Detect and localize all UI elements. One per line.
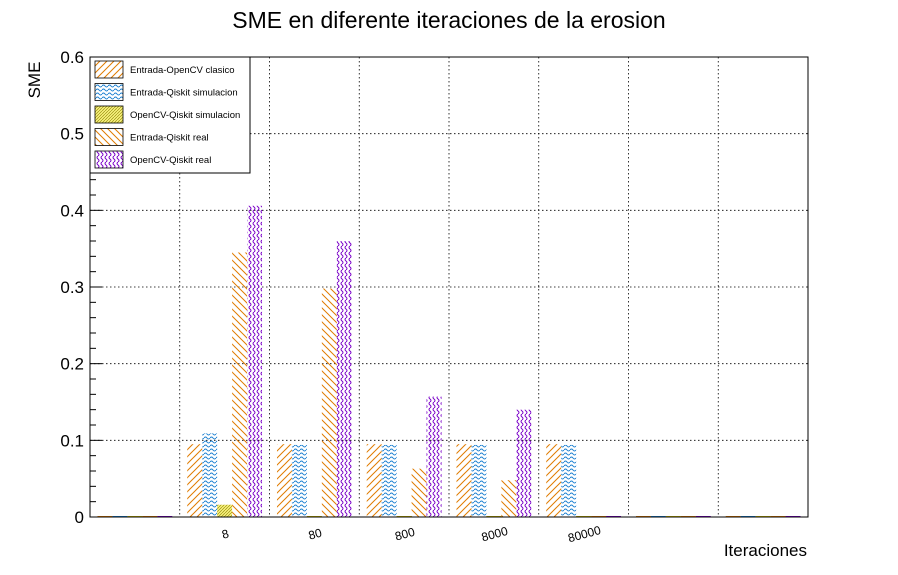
x-tick-label: 8000: [480, 524, 510, 545]
bar: [471, 444, 487, 517]
bar: [366, 444, 382, 517]
bar: [291, 444, 307, 517]
y-tick-label: 0.1: [60, 431, 84, 450]
y-tick-label: 0: [75, 508, 84, 527]
plot-frame: [89, 56, 809, 518]
bar: [336, 241, 352, 517]
chart-title: SME en diferente iteraciones de la erosi…: [232, 7, 665, 33]
bar: [232, 252, 248, 517]
y-tick-label: 0.4: [60, 201, 84, 220]
bar: [202, 433, 218, 517]
legend-label: Entrada-OpenCV clasico: [130, 65, 235, 76]
bar: [456, 444, 472, 517]
bar: [546, 444, 562, 517]
bar: [217, 504, 233, 517]
bar: [247, 205, 263, 517]
legend-label: Entrada-Qiskit simulacion: [130, 88, 238, 99]
x-tick-labels: 8 80 800 8000 80000: [220, 523, 602, 545]
y-tick-label: 0.6: [60, 48, 84, 67]
legend-swatch: [94, 60, 124, 79]
bar: [411, 468, 427, 517]
x-tick-label: 8: [220, 526, 230, 541]
bar: [561, 444, 577, 517]
bar: [276, 444, 292, 517]
y-tick-label: 0.5: [60, 125, 84, 144]
bars: [97, 205, 801, 517]
bar: [321, 288, 337, 517]
bar: [187, 444, 203, 517]
y-axis-label: SME: [25, 62, 44, 99]
bar: [381, 444, 397, 517]
y-tick-labels: 0 0.1 0.2 0.3 0.4 0.5 0.6: [60, 48, 84, 527]
legend-swatch: [94, 83, 124, 101]
bar: [516, 409, 532, 517]
legend-label: OpenCV-Qiskit real: [130, 155, 211, 166]
y-tick-label: 0.2: [60, 355, 84, 374]
bar: [501, 480, 517, 517]
y-tick-label: 0.3: [60, 278, 84, 297]
x-tick-label: 80000: [566, 523, 602, 545]
x-tick-label: 800: [393, 525, 416, 544]
legend-swatch: [94, 128, 124, 146]
legend-label: Entrada-Qiskit real: [130, 133, 209, 144]
bar: [426, 396, 442, 517]
legend: Entrada-OpenCV clasico Entrada-Qiskit sim…: [89, 56, 251, 174]
legend-swatch: [94, 105, 124, 124]
x-tick-label: 80: [307, 526, 324, 543]
x-axis-label: Iteraciones: [724, 541, 807, 560]
legend-label: OpenCV-Qiskit simulacion: [130, 110, 240, 121]
legend-swatch: [94, 150, 124, 169]
